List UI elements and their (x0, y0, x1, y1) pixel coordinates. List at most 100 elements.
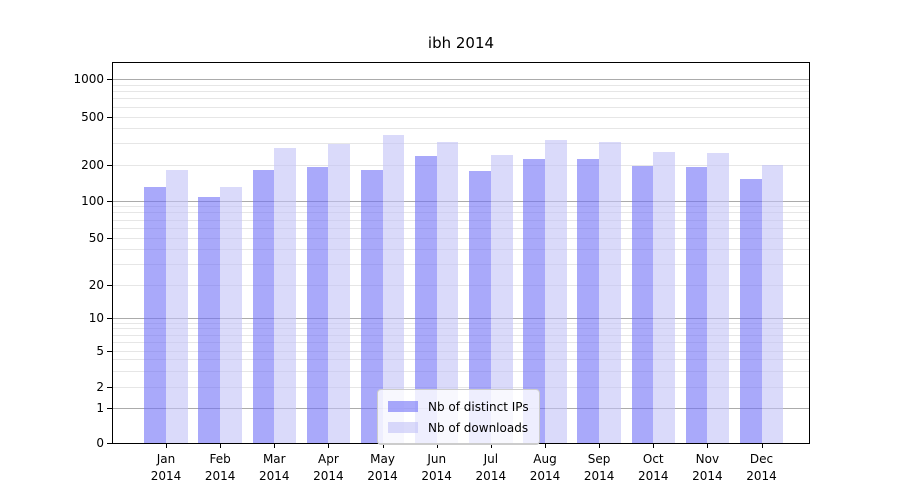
y-tick-mark (107, 164, 112, 166)
bar-downloads (490, 154, 513, 443)
bar-distinct-ips (415, 156, 437, 443)
x-tick-label: Feb 2014 (204, 452, 236, 483)
gridline-minor (113, 128, 809, 130)
chart-title: ibh 2014 (427, 34, 495, 52)
gridline-minor (113, 106, 809, 108)
gridline-minor (113, 206, 809, 208)
legend: Nb of distinct IPs Nb of downloads (377, 389, 540, 445)
x-tick-mark (653, 443, 655, 448)
y-tick-label: 20 (88, 277, 104, 292)
gridline-major (113, 79, 809, 80)
x-tick-label: Apr 2014 (313, 452, 344, 483)
bar-downloads (761, 165, 784, 443)
legend-swatch-distinct-ips (388, 401, 418, 412)
gridline-minor (113, 84, 809, 86)
gridline-minor (113, 370, 809, 372)
x-tick-mark (544, 443, 546, 448)
gridline-minor (113, 91, 809, 93)
bar-distinct-ips (469, 171, 491, 443)
x-tick-label: Mar 2014 (258, 452, 290, 483)
bar-downloads (436, 141, 459, 443)
legend-item-downloads: Nb of downloads (388, 417, 529, 438)
gridline-minor (113, 341, 809, 343)
bar-downloads (707, 153, 730, 443)
bar-distinct-ips (198, 196, 221, 443)
gridline-minor (113, 350, 809, 352)
x-tick-label: Aug 2014 (529, 452, 561, 483)
y-tick-mark (107, 116, 112, 118)
x-tick-mark (436, 443, 438, 448)
bar-distinct-ips (306, 167, 329, 443)
x-tick-label: Jan 2014 (150, 452, 182, 483)
x-tick-mark (274, 443, 276, 448)
y-tick-mark (107, 350, 112, 352)
y-tick-label: 1000 (73, 72, 104, 86)
gridline-minor (113, 227, 809, 229)
y-tick-mark (107, 284, 112, 286)
x-tick-label: Jun 2014 (421, 452, 452, 483)
bar-downloads (544, 139, 567, 443)
y-tick-mark (107, 237, 112, 239)
x-tick-mark (599, 443, 601, 448)
y-tick-mark (107, 318, 112, 319)
bar-downloads (599, 142, 621, 443)
y-tick-label: 1 (96, 401, 104, 415)
bar-distinct-ips (360, 169, 383, 443)
y-tick-label: 500 (81, 109, 104, 124)
y-tick-label: 50 (88, 230, 104, 245)
gridline-minor (113, 237, 809, 239)
gridline-minor (113, 263, 809, 265)
x-tick-mark (166, 443, 167, 448)
x-tick-mark (328, 443, 330, 448)
gridline-major (113, 318, 809, 319)
bar-downloads (653, 152, 675, 443)
bar-distinct-ips (685, 167, 708, 443)
bar-distinct-ips (739, 178, 762, 443)
legend-label-downloads: Nb of downloads (428, 420, 529, 435)
plot-area: Nb of distinct IPs Nb of downloads (112, 62, 810, 445)
x-tick-mark (382, 443, 384, 448)
legend-label-distinct-ips: Nb of distinct IPs (428, 399, 529, 414)
legend-swatch-downloads (388, 422, 418, 433)
bar-distinct-ips (252, 169, 275, 443)
x-tick-label: Dec 2014 (746, 452, 777, 483)
gridline-minor (113, 143, 809, 145)
gridline-minor (113, 212, 809, 214)
y-tick-label: 100 (81, 193, 104, 208)
bar-downloads (328, 144, 351, 443)
x-tick-mark (490, 443, 492, 448)
x-tick-mark (220, 443, 222, 448)
gridline-minor (113, 98, 809, 100)
gridline-minor (113, 248, 809, 250)
bar-downloads (220, 186, 242, 443)
x-tick-label: Oct 2014 (637, 452, 669, 483)
bar-downloads (166, 169, 188, 443)
y-tick-mark (107, 408, 112, 409)
y-tick-label: 0 (96, 436, 104, 450)
legend-item-distinct-ips: Nb of distinct IPs (388, 396, 529, 417)
y-tick-mark (107, 443, 112, 444)
bar-distinct-ips (577, 159, 600, 443)
y-tick-label: 10 (88, 311, 104, 325)
x-tick-mark (707, 443, 709, 448)
bar-downloads (382, 134, 405, 443)
x-tick-label: Sep 2014 (583, 452, 615, 483)
x-tick-label: May 2014 (367, 452, 398, 483)
gridline-minor (113, 328, 809, 330)
x-tick-label: Nov 2014 (692, 452, 723, 483)
gridline-minor (113, 334, 809, 336)
bar-distinct-ips (523, 159, 545, 443)
y-tick-mark (107, 200, 112, 202)
x-tick-mark (761, 443, 763, 448)
y-tick-label: 200 (81, 157, 104, 172)
gridline-minor (113, 359, 809, 361)
bar-downloads (274, 148, 296, 443)
gridline-minor (113, 219, 809, 221)
gridline-minor (113, 164, 809, 166)
y-tick-mark (107, 79, 112, 80)
bar-distinct-ips (144, 186, 166, 443)
gridline-minor (113, 116, 809, 118)
gridline-minor (113, 322, 809, 324)
x-tick-label: Jul 2014 (475, 452, 507, 483)
